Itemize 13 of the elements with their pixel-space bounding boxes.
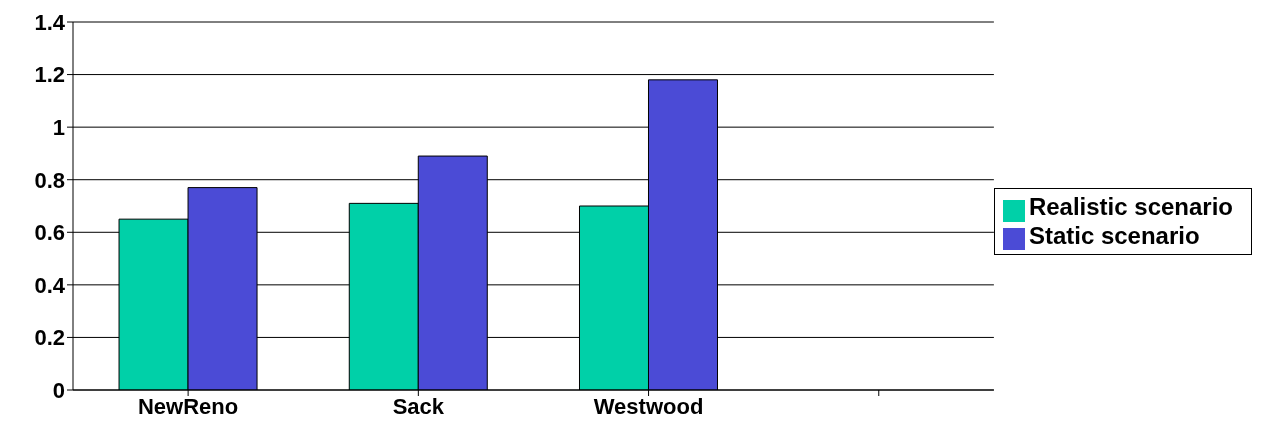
y-tick-label: 1.2 (34, 62, 65, 88)
x-tick-label: Westwood (593, 393, 704, 419)
x-tick-label: Sack (392, 393, 445, 419)
x-tick-label: NewReno (137, 393, 239, 419)
y-tick-label: 1.4 (34, 9, 66, 35)
legend-label: Realistic scenario (1028, 192, 1233, 220)
y-tick-label: 0 (52, 377, 65, 403)
y-tick-label: 0.8 (34, 167, 65, 193)
legend-label: Static scenario (1028, 221, 1200, 249)
y-tick-label: 0.2 (34, 325, 65, 351)
y-tick-label: 0.6 (34, 220, 65, 246)
y-tick-label: 1 (52, 114, 65, 140)
y-tick-label: 0.4 (34, 272, 66, 298)
